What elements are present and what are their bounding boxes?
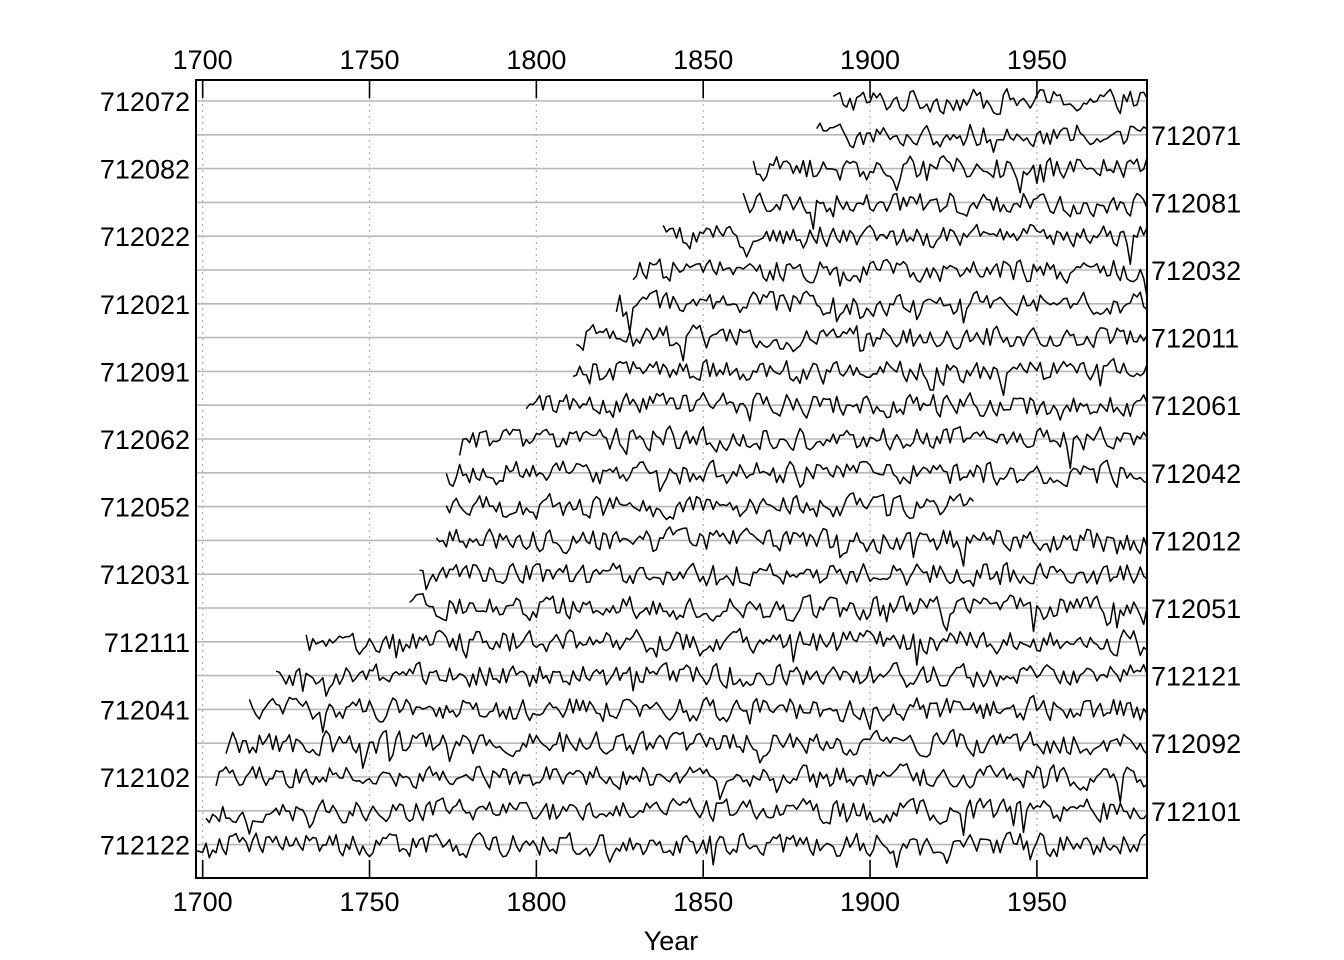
series-lines — [195, 88, 1148, 868]
left-series-label: 712102 — [100, 763, 190, 793]
plot-background — [196, 80, 1147, 878]
series-line-712032 — [632, 258, 1148, 297]
bottom-x-tick-label: 1950 — [1007, 887, 1067, 917]
right-series-label: 712011 — [1151, 324, 1239, 354]
left-series-label: 712031 — [100, 560, 190, 590]
series-line-712062 — [458, 425, 1148, 470]
left-series-label: 712122 — [100, 831, 190, 861]
series-line-712111 — [305, 627, 1148, 666]
left-series-label: 712091 — [100, 357, 190, 387]
series-line-712091 — [572, 357, 1148, 397]
left-series-labels: 712072 712082 712022 712021 712091 712062 7120… — [100, 87, 190, 861]
series-line-712061 — [525, 391, 1148, 422]
left-series-label: 712022 — [100, 222, 190, 252]
top-x-tick-label: 1800 — [506, 45, 566, 75]
top-x-tick-labels: 1700 1750 1800 1850 1900 1950 — [173, 45, 1067, 75]
right-series-label: 712032 — [1151, 256, 1241, 286]
series-line-712042 — [445, 459, 1148, 493]
bottom-x-tick-label: 1700 — [173, 887, 233, 917]
left-series-label: 712041 — [100, 695, 190, 725]
left-series-label: 712082 — [100, 155, 190, 185]
series-line-712081 — [742, 192, 1148, 230]
series-line-712101 — [205, 797, 1148, 837]
bottom-x-tick-labels: 1700 1750 1800 1850 1900 1950 — [173, 887, 1067, 917]
top-x-tick-label: 1750 — [339, 45, 399, 75]
right-series-label: 712051 — [1151, 594, 1241, 624]
left-series-label: 712052 — [100, 493, 190, 523]
plot-frame — [195, 79, 1148, 879]
left-series-label: 712111 — [104, 628, 190, 658]
series-line-712051 — [409, 593, 1148, 633]
series-line-712022 — [662, 223, 1148, 265]
right-series-label: 712121 — [1151, 662, 1241, 692]
series-line-712052 — [445, 492, 975, 521]
left-series-label: 712072 — [100, 87, 190, 117]
right-series-label: 712101 — [1151, 797, 1241, 827]
bottom-x-tick-label: 1750 — [339, 887, 399, 917]
left-series-label: 712021 — [100, 290, 190, 320]
x-axis-title: Year — [644, 926, 699, 956]
top-x-tick-label: 1850 — [673, 45, 733, 75]
series-line-712082 — [752, 155, 1148, 194]
bottom-x-tick-label: 1900 — [840, 887, 900, 917]
right-series-label: 712061 — [1151, 391, 1241, 421]
top-x-tick-label: 1700 — [173, 45, 233, 75]
right-series-label: 712071 — [1151, 121, 1241, 151]
series-line-712072 — [832, 88, 1148, 116]
bottom-x-tick-label: 1850 — [673, 887, 733, 917]
series-line-712102 — [215, 762, 1148, 803]
series-line-712071 — [816, 122, 1148, 153]
right-series-label: 712012 — [1151, 526, 1241, 556]
right-series-labels: 712071 712081 712032 712011 712061 712042 7120… — [1151, 121, 1241, 827]
axis-ticks — [201, 80, 1038, 878]
right-series-label: 712092 — [1151, 729, 1241, 759]
series-line-712121 — [275, 661, 1148, 697]
series-line-712092 — [225, 728, 1148, 769]
top-x-tick-label: 1950 — [1007, 45, 1067, 75]
left-series-label: 712062 — [100, 425, 190, 455]
series-line-712122 — [195, 831, 1148, 868]
right-series-label: 712042 — [1151, 459, 1241, 489]
vertical-gridlines — [202, 80, 1038, 878]
series-line-712031 — [419, 561, 1148, 591]
series-line-712011 — [576, 323, 1148, 362]
right-series-label: 712081 — [1151, 188, 1241, 218]
series-line-712021 — [615, 289, 1148, 334]
bottom-x-tick-label: 1800 — [506, 887, 566, 917]
series-line-712041 — [248, 694, 1148, 734]
top-x-tick-label: 1900 — [840, 45, 900, 75]
series-line-712012 — [435, 526, 1148, 567]
